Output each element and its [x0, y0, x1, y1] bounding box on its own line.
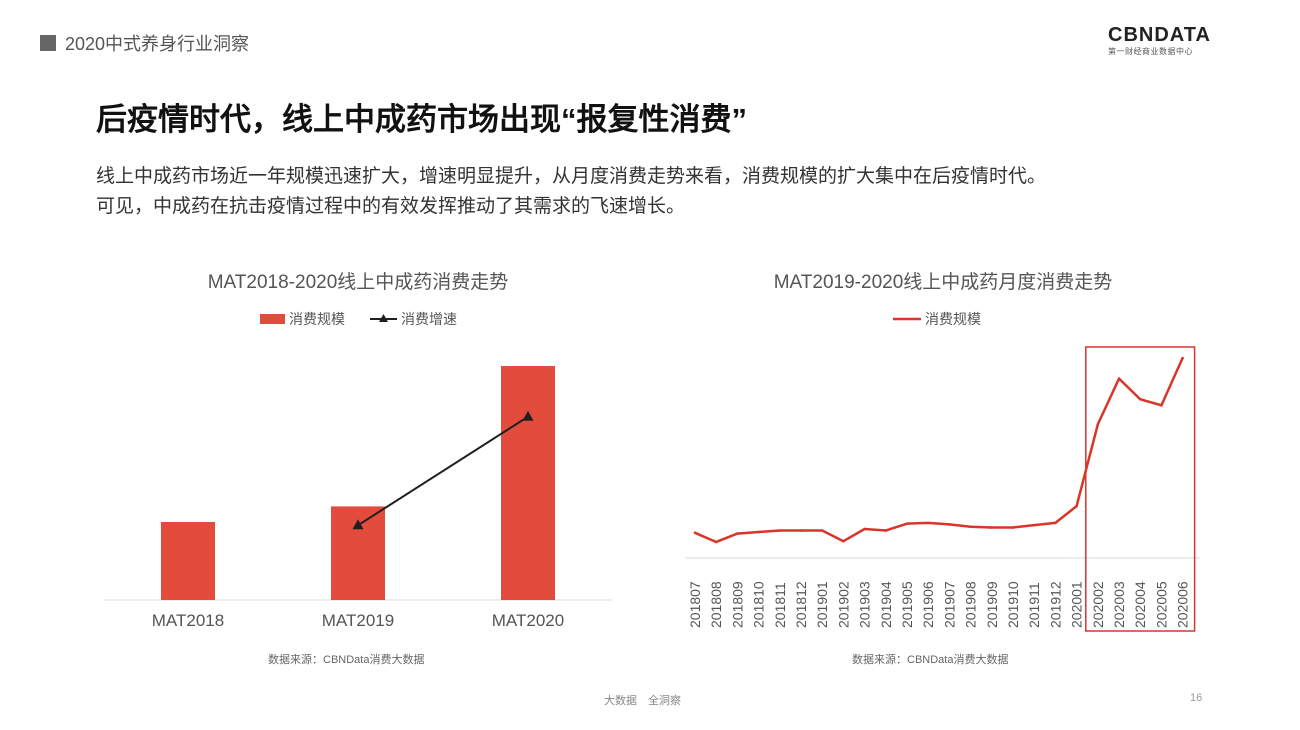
growth-point-MAT2019 [352, 519, 364, 530]
tick-label-202002: 202002 [1090, 581, 1106, 628]
trend-point-201903 [863, 527, 866, 531]
tick-label-201906: 201906 [920, 581, 936, 628]
tick-label-202001: 202001 [1069, 581, 1085, 628]
trend-point-201908 [969, 525, 972, 529]
tick-label-201810: 201810 [751, 581, 767, 628]
trend-point-202003 [1117, 377, 1121, 380]
trend-point-201808 [714, 540, 718, 544]
tick-label-201908: 201908 [963, 581, 979, 628]
trend-point-201904 [884, 529, 888, 532]
tick-label-202005: 202005 [1153, 581, 1169, 628]
page-number: 16 [1190, 692, 1203, 704]
tick-label-201905: 201905 [899, 581, 915, 628]
legend-trend-label: 消费规模 [925, 311, 981, 327]
header-square-icon [40, 35, 56, 51]
tick-label-201807: 201807 [687, 581, 703, 628]
header-tag: 2020中式养身行业洞察 [40, 30, 249, 56]
trend-line [694, 357, 1184, 544]
trend-point-201807 [693, 531, 697, 535]
tick-label-201901: 201901 [814, 581, 830, 628]
trend-point-202006 [1181, 356, 1184, 360]
tick-label-MAT2019: MAT2019 [322, 611, 394, 630]
description-line-2: 可见，中成药在抗击疫情过程中的有效发挥推动了其需求的飞速增长。 [96, 196, 686, 217]
highlight-box [1085, 346, 1196, 632]
brand-logo: CBNDATA 第一财经商业数据中心 [1108, 24, 1211, 57]
legend-line-label: 消费增速 [401, 311, 457, 327]
trend-point-201809 [736, 532, 739, 535]
trend-point-201912 [1054, 521, 1057, 525]
growth-point-MAT2020 [522, 410, 534, 421]
page-title: 后疫情时代，线上中成药市场出现“报复性消费” [96, 102, 747, 137]
tick-label-201907: 201907 [941, 581, 957, 628]
trend-point-201901 [820, 529, 824, 532]
trend-point-201810 [757, 530, 760, 534]
trend-point-201907 [948, 523, 951, 526]
legend-bar-label: 消费规模 [289, 311, 345, 327]
trend-point-202002 [1096, 423, 1100, 426]
legend-bar-swatch [260, 314, 285, 324]
legend-line-marker [379, 314, 388, 322]
description-line-1: 线上中成药市场近一年规模迅速扩大，增速明显提升，从月度消费走势来看，消费规模的扩… [96, 166, 1047, 187]
trend-point-202001 [1075, 504, 1078, 508]
trend-point-201909 [990, 526, 994, 529]
tick-label-201909: 201909 [984, 581, 1000, 628]
trend-point-201911 [1032, 523, 1036, 527]
brand-logo-text: CBNDATA [1108, 24, 1211, 46]
growth-line [357, 415, 529, 527]
tick-label-201903: 201903 [857, 581, 873, 628]
tick-label-201811: 201811 [772, 582, 788, 628]
brand-tagline: 第一财经商业数据中心 [1108, 47, 1193, 56]
tick-label-201902: 201902 [835, 581, 851, 628]
tick-label-201812: 201812 [793, 581, 809, 628]
trend-point-201811 [778, 529, 782, 532]
tick-label-MAT2018: MAT2018 [152, 611, 224, 630]
tick-label-201808: 201808 [708, 581, 724, 628]
trend-point-201910 [1011, 526, 1015, 529]
tick-label-201911: 201911 [1026, 582, 1042, 628]
tick-label-202004: 202004 [1132, 581, 1148, 628]
trend-point-202005 [1160, 404, 1163, 407]
chart-right-title: MAT2019-2020线上中成药月度消费走势 [774, 271, 1113, 293]
trend-point-201905 [905, 522, 909, 525]
tick-label-202006: 202006 [1175, 581, 1191, 628]
tick-label-201809: 201809 [729, 581, 745, 628]
bar-MAT2018 [161, 522, 215, 600]
tick-label-201910: 201910 [1005, 581, 1021, 628]
chart-left-title: MAT2018-2020线上中成药消费走势 [208, 271, 509, 293]
trend-point-201906 [926, 521, 930, 525]
tick-label-202003: 202003 [1111, 581, 1127, 628]
tick-label-MAT2020: MAT2020 [492, 611, 564, 630]
trend-point-201812 [799, 529, 803, 532]
trend-point-202004 [1138, 397, 1142, 401]
chart-right-source: 数据来源：CBNData消费大数据 [852, 654, 1009, 666]
footer-text: 大数据 全洞察 [604, 695, 681, 707]
chart-left-source: 数据来源：CBNData消费大数据 [268, 654, 425, 666]
description: 线上中成药市场近一年规模迅速扩大，增速明显提升，从月度消费走势来看，消费规模的扩… [96, 162, 1236, 222]
bar-MAT2020 [501, 366, 555, 600]
tick-label-201904: 201904 [878, 581, 894, 628]
trend-point-201902 [842, 539, 845, 543]
header-tag-text: 2020中式养身行业洞察 [65, 34, 250, 54]
tick-label-201912: 201912 [1047, 581, 1063, 628]
